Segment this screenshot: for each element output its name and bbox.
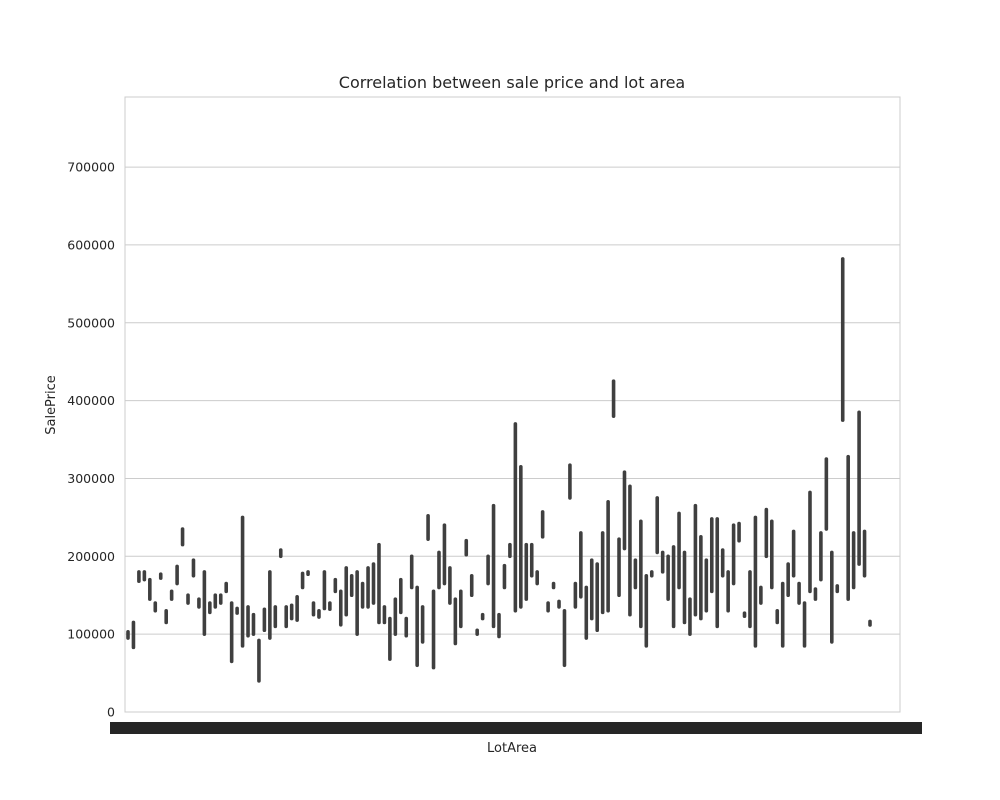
y-tick-label: 200000 bbox=[67, 549, 115, 564]
y-tick-labels: 0 100000 200000 300000 400000 500000 600000 700… bbox=[67, 160, 115, 720]
y-tick-label: 500000 bbox=[67, 315, 115, 330]
y-tick-label: 600000 bbox=[67, 237, 115, 252]
y-tick-label: 300000 bbox=[67, 471, 115, 486]
y-tick-label: 100000 bbox=[67, 627, 115, 642]
y-tick-label: 0 bbox=[107, 705, 115, 720]
y-tick-label: 700000 bbox=[67, 160, 115, 175]
chart-title: Correlation between sale price and lot a… bbox=[339, 73, 685, 92]
series-error-bars bbox=[126, 257, 872, 683]
x-axis-label: LotArea bbox=[487, 741, 537, 756]
y-tick-label: 400000 bbox=[67, 393, 115, 408]
y-axis-label: SalePrice bbox=[44, 375, 59, 435]
plot-frame bbox=[124, 96, 901, 713]
plot-area bbox=[125, 97, 900, 712]
x-tick-labels bbox=[110, 722, 922, 734]
x-tick-labels-overlap bbox=[110, 722, 922, 734]
